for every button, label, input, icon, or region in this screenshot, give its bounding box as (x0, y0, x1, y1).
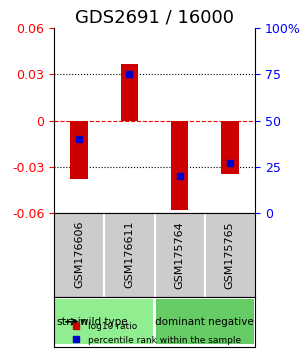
Bar (70, 121, 88, 179)
Legend: log10 ratio, percentile rank within the sample: log10 ratio, percentile rank within the … (67, 318, 245, 349)
Text: wild type: wild type (80, 317, 128, 327)
Text: strain: strain (56, 317, 88, 327)
FancyBboxPatch shape (155, 299, 254, 344)
Text: GSM176611: GSM176611 (124, 221, 134, 289)
Bar (171, 121, 188, 210)
Text: GSM176606: GSM176606 (74, 221, 84, 289)
Title: GDS2691 / 16000: GDS2691 / 16000 (75, 9, 234, 27)
Text: GSM175764: GSM175764 (175, 221, 184, 289)
Text: GSM175765: GSM175765 (225, 221, 235, 289)
FancyBboxPatch shape (55, 299, 154, 344)
Text: dominant negative: dominant negative (155, 317, 254, 327)
Bar (221, 121, 239, 175)
Bar (121, 64, 138, 121)
